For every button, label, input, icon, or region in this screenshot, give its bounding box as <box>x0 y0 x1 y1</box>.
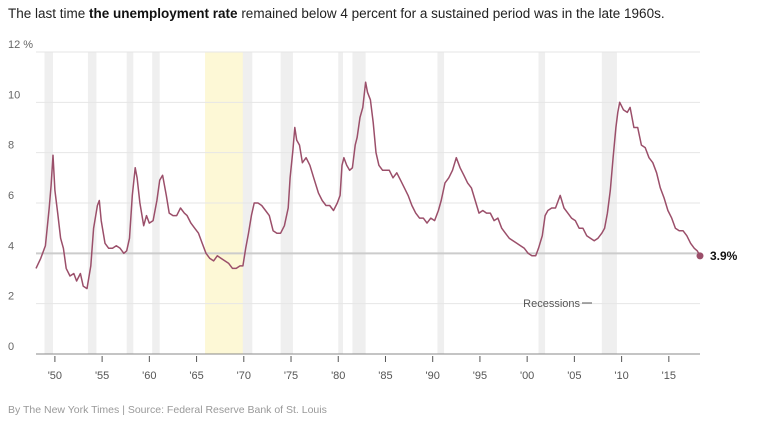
series-layer <box>35 81 704 290</box>
x-tick-label: '80 <box>331 370 345 382</box>
chart-headline: The last time the unemployment rate rema… <box>8 6 665 21</box>
y-tick-label: 0 <box>8 341 14 353</box>
x-tick-label: '10 <box>614 370 628 382</box>
recessions-label: Recessions <box>523 298 580 310</box>
gridlines: 0 2 4 6 8 10 12 % <box>8 39 700 355</box>
x-tick-label: '00 <box>520 370 534 382</box>
end-point-marker <box>696 252 704 260</box>
y-tick-label: 6 <box>8 190 14 202</box>
x-tick-label: '05 <box>567 370 581 382</box>
x-tick-label: '65 <box>189 370 203 382</box>
x-tick-label: '90 <box>426 370 440 382</box>
x-tick-label: '85 <box>378 370 392 382</box>
source-credit: By The New York Times | Source: Federal … <box>8 404 327 416</box>
unemployment-rate-line <box>35 81 701 290</box>
headline-suffix: remained below 4 percent for a sustained… <box>237 6 665 21</box>
annotation-layer: 3.9% Recessions <box>523 249 738 310</box>
x-axis: '50 '55 '60 '65 '70 '75 '80 '85 '90 '95 '00 '05 '10 '… <box>48 356 676 382</box>
x-tick-label: '55 <box>95 370 109 382</box>
y-tick-label: 2 <box>8 291 14 303</box>
x-tick-label: '60 <box>142 370 156 382</box>
y-tick-label: 12 % <box>8 39 33 51</box>
x-tick-label: '50 <box>48 370 62 382</box>
y-tick-label: 10 <box>8 89 20 101</box>
y-tick-label: 8 <box>8 140 14 152</box>
x-tick-label: '70 <box>237 370 251 382</box>
x-tick-label: '75 <box>284 370 298 382</box>
end-value-label: 3.9% <box>710 249 738 263</box>
x-tick-label: '15 <box>662 370 676 382</box>
y-tick-label: 4 <box>8 240 14 252</box>
x-tick-label: '95 <box>473 370 487 382</box>
headline-emphasis: the unemployment rate <box>89 6 238 21</box>
headline-prefix: The last time <box>8 6 90 21</box>
